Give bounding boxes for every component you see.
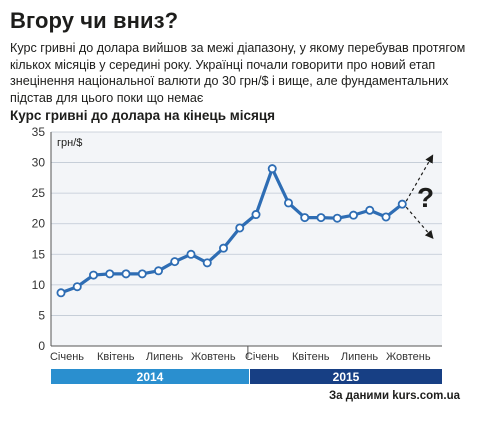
x-tick-label: Жовтень bbox=[190, 351, 236, 363]
data-point bbox=[202, 258, 212, 268]
year-label-2015: 2015 bbox=[332, 369, 360, 384]
data-point bbox=[105, 269, 115, 279]
x-tick-label: Квітень bbox=[96, 351, 135, 363]
data-point bbox=[283, 198, 293, 208]
x-tick-label: Січень bbox=[244, 351, 280, 363]
data-point bbox=[365, 205, 375, 215]
data-point bbox=[72, 282, 82, 292]
x-tick-label: Липень bbox=[145, 351, 184, 363]
year-label-2014: 2014 bbox=[136, 369, 164, 384]
data-point bbox=[381, 212, 391, 222]
lead-paragraph: Курс гривні до долара вийшов за межі діа… bbox=[10, 41, 466, 105]
x-tick-label: Липень bbox=[340, 351, 379, 363]
y-tick-label: 20 bbox=[32, 217, 46, 231]
x-tick-label: Жовтень bbox=[385, 351, 431, 363]
data-point bbox=[218, 243, 228, 253]
x-tick-label: Квітень bbox=[291, 351, 330, 363]
data-point bbox=[332, 213, 342, 223]
y-tick-label: 35 bbox=[32, 125, 46, 139]
data-point bbox=[56, 288, 66, 298]
y-tick-label: 25 bbox=[32, 186, 46, 200]
y-tick-label: 5 bbox=[38, 308, 45, 322]
data-point bbox=[153, 266, 163, 276]
y-axis-label: грн/$ bbox=[57, 137, 83, 149]
data-point bbox=[397, 199, 407, 209]
page-title: Вгору чи вниз? bbox=[10, 8, 179, 33]
data-point bbox=[121, 269, 131, 279]
data-point bbox=[316, 213, 326, 223]
y-tick-label: 30 bbox=[32, 156, 46, 170]
question-mark: ? bbox=[417, 182, 435, 213]
projection-down-arrow bbox=[405, 206, 434, 239]
data-point bbox=[137, 269, 147, 279]
y-tick-label: 0 bbox=[38, 339, 45, 353]
plot-area bbox=[51, 132, 442, 346]
data-point bbox=[235, 223, 245, 233]
projection-up-arrow bbox=[405, 154, 434, 202]
year-band-2015: 2015 bbox=[250, 369, 442, 384]
series-line bbox=[59, 167, 404, 295]
data-point bbox=[251, 210, 261, 220]
chart-title: Курс гривні до долара на кінець місяця bbox=[10, 108, 276, 123]
x-tick-label: Січень bbox=[49, 351, 85, 363]
y-tick-label: 10 bbox=[32, 278, 46, 292]
data-point bbox=[267, 164, 277, 174]
y-tick-label: 15 bbox=[32, 247, 46, 261]
data-point bbox=[170, 257, 180, 267]
data-point bbox=[300, 213, 310, 223]
data-point bbox=[348, 210, 358, 220]
data-point bbox=[186, 249, 196, 259]
year-band-2014: 2014 bbox=[51, 369, 249, 384]
source-note: За даними kurs.com.ua bbox=[328, 390, 460, 402]
data-point bbox=[89, 270, 99, 280]
